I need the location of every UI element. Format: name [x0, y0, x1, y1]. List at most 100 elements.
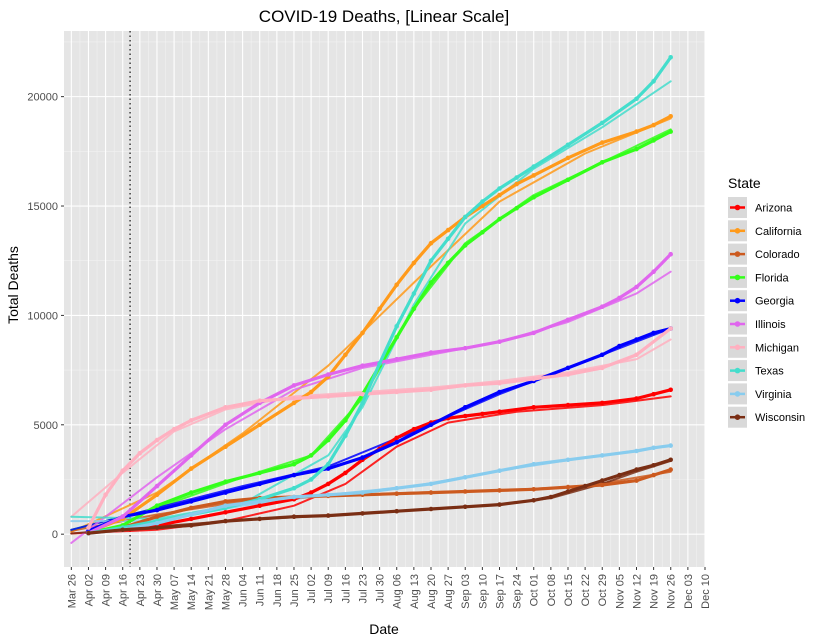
data-point-illinois [634, 284, 639, 290]
data-point-wisconsin [462, 504, 468, 510]
data-point-virginia [188, 512, 194, 517]
grid-major [64, 31, 706, 567]
x-tick-label: Sep 17 [494, 574, 506, 609]
data-point-california [634, 129, 639, 134]
data-point-virginia [325, 492, 331, 498]
legend-key-point [734, 321, 741, 327]
data-point-california [514, 181, 519, 187]
data-point-illinois [325, 372, 331, 377]
data-point-california [480, 203, 485, 209]
data-point-california [223, 444, 228, 450]
data-point-georgia [565, 365, 571, 371]
series-line-wisconsin [86, 458, 673, 535]
y-tick-label: 5000 [34, 420, 58, 432]
x-tick-label: Aug 06 [392, 574, 404, 609]
legend-key-point [734, 228, 741, 234]
data-point-texas [634, 96, 639, 102]
data-point-florida [480, 230, 485, 235]
x-tick-label: Oct 22 [580, 574, 592, 606]
data-point-florida [308, 453, 314, 458]
legend-item-virginia: Virginia [728, 383, 792, 405]
data-point-virginia [462, 475, 468, 480]
data-point-illinois [599, 304, 605, 310]
legend-item-florida: Florida [728, 266, 790, 288]
data-point-georgia [462, 405, 468, 410]
data-point-georgia [394, 440, 400, 445]
data-point-texas [531, 164, 536, 169]
data-point-california [599, 140, 605, 145]
x-tick-label: Oct 15 [563, 574, 575, 606]
x-tick-label: May 07 [169, 574, 181, 610]
data-point-california [411, 260, 417, 266]
legend-label-arizona: Arizona [755, 203, 793, 215]
data-point-illinois [617, 295, 622, 301]
data-point-florida [531, 195, 536, 200]
data-point-arizona [325, 481, 331, 487]
data-point-texas [394, 324, 400, 329]
data-point-wisconsin [599, 478, 605, 483]
data-point-virginia [599, 453, 605, 458]
data-point-florida [154, 503, 160, 509]
data-point-virginia [394, 485, 400, 491]
data-point-wisconsin [651, 463, 656, 468]
legend-item-california: California [728, 220, 802, 242]
legend-key-point [734, 297, 741, 304]
x-tick-label: Nov 19 [649, 574, 661, 609]
data-point-wisconsin [497, 502, 502, 507]
data-point-arizona [599, 400, 605, 406]
data-point-florida [668, 129, 673, 134]
series-lines [86, 55, 673, 536]
data-point-arizona [308, 490, 314, 495]
x-tick-label: Apr 30 [152, 574, 164, 606]
data-point-virginia [634, 448, 639, 454]
data-point-michigan [531, 376, 536, 382]
data-point-arizona [565, 402, 571, 408]
data-point-wisconsin [188, 523, 194, 528]
data-point-arizona [497, 409, 502, 415]
series-line-illinois [86, 252, 673, 535]
data-point-illinois [462, 345, 468, 351]
data-point-colorado [497, 488, 502, 493]
data-point-texas [428, 258, 434, 264]
data-point-arizona [394, 435, 400, 441]
legend-label-wisconsin: Wisconsin [755, 412, 805, 424]
x-tick-label: Apr 16 [118, 574, 130, 606]
data-point-illinois [565, 317, 571, 323]
data-point-michigan [188, 418, 194, 423]
data-point-arizona [651, 391, 656, 397]
data-point-california [531, 173, 536, 178]
data-point-illinois [394, 356, 400, 362]
legend-item-colorado: Colorado [728, 243, 800, 265]
data-point-arizona [188, 516, 194, 522]
data-point-michigan [137, 450, 143, 456]
data-point-michigan [325, 394, 331, 399]
data-point-illinois [668, 251, 673, 257]
legend-item-michigan: Michigan [728, 336, 799, 358]
data-point-illinois [120, 514, 125, 519]
data-point-virginia [291, 494, 297, 500]
legend-key-point [734, 344, 741, 351]
data-point-wisconsin [120, 527, 125, 533]
data-point-illinois [223, 422, 228, 428]
data-point-illinois [291, 383, 297, 388]
data-point-michigan [291, 396, 297, 401]
data-point-california [308, 389, 314, 395]
data-point-texas [565, 142, 571, 148]
data-point-georgia [428, 422, 434, 428]
data-point-virginia [651, 445, 656, 451]
y-tick-label: 0 [52, 529, 58, 541]
data-point-virginia [497, 468, 502, 474]
data-point-michigan [120, 468, 125, 474]
data-point-wisconsin [428, 506, 434, 512]
data-point-california [154, 492, 160, 498]
data-point-michigan [634, 352, 639, 358]
x-tick-label: Oct 01 [529, 574, 541, 606]
x-tick-label: Jul 23 [357, 574, 369, 603]
data-point-arizona [531, 405, 536, 410]
data-point-georgia [599, 352, 605, 358]
data-point-wisconsin [565, 489, 571, 494]
data-point-arizona [668, 387, 673, 393]
x-tick-label: Dec 10 [700, 574, 712, 609]
legend-key-point [734, 391, 741, 397]
data-point-colorado [651, 472, 656, 478]
